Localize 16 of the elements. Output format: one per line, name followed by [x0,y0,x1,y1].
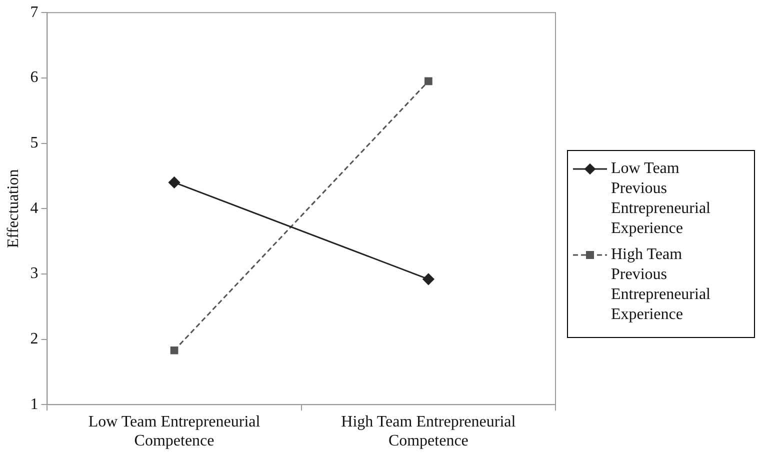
y-tick-label: 4 [30,200,38,217]
point [170,346,178,354]
point [424,77,432,86]
y-tick-label: 6 [30,69,38,86]
y-tick-label: 3 [30,265,38,282]
x-tick-label: High Team Entrepreneurial Competence [341,413,516,450]
point [422,273,434,285]
y-tick-label: 7 [30,4,38,21]
point [168,176,180,188]
y-tick-label: 1 [30,396,38,413]
y-tick-label: 5 [30,134,38,152]
legend-label: Low Team Previous Entrepreneurial Experience [611,159,712,239]
y-axis-title: Effectuation [4,169,22,248]
legend-label: High Team Previous Entrepreneurial Experience [611,245,712,325]
x-tick-label: Low Team Entrepreneurial Competence [88,413,261,450]
y-tick-label: 2 [30,330,38,348]
